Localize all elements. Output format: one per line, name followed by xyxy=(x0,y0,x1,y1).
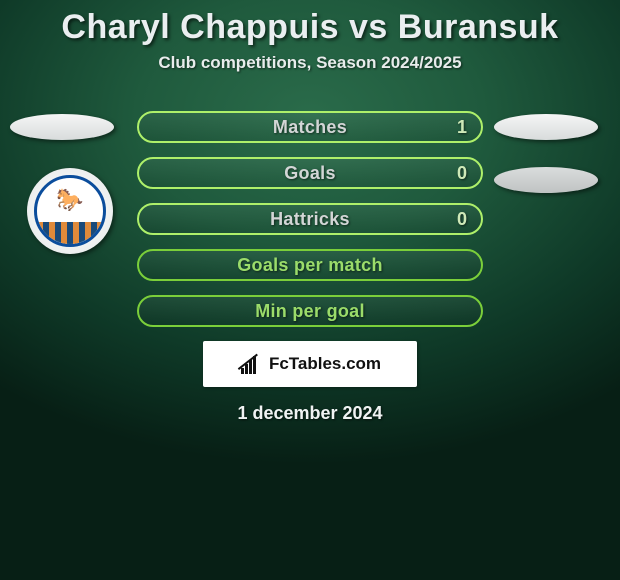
stat-label: Min per goal xyxy=(255,301,365,322)
player-right-badge-1 xyxy=(494,114,598,140)
stat-row: Matches 1 xyxy=(137,111,483,143)
player-right-badge-2 xyxy=(494,167,598,193)
stat-value: 0 xyxy=(457,209,467,230)
stat-value: 0 xyxy=(457,163,467,184)
club-logo-glyph: 🐎 xyxy=(37,178,103,222)
root-container: Charyl Chappuis vs Buransuk Club competi… xyxy=(0,0,620,580)
club-logo-inner: 🐎 xyxy=(34,175,106,247)
page-title: Charyl Chappuis vs Buransuk xyxy=(0,8,620,47)
club-logo: 🐎 xyxy=(27,168,113,254)
stat-label: Matches xyxy=(273,117,347,138)
footer-date: 1 december 2024 xyxy=(0,403,620,424)
branding-mark-icon xyxy=(239,354,263,374)
stat-row: Goals 0 xyxy=(137,157,483,189)
branding-text: FcTables.com xyxy=(269,354,381,374)
club-logo-stripes xyxy=(37,222,103,244)
player-left-badge xyxy=(10,114,114,140)
stat-row: Min per goal xyxy=(137,295,483,327)
page-subtitle: Club competitions, Season 2024/2025 xyxy=(0,53,620,73)
stat-label: Hattricks xyxy=(270,209,350,230)
stat-value: 1 xyxy=(457,117,467,138)
stat-label: Goals per match xyxy=(237,255,383,276)
stat-rows: Matches 1 Goals 0 Hattricks 0 Goals per match M… xyxy=(137,111,483,327)
comparison-area: 🐎 Matches 1 Goals 0 Hattricks 0 Goals per matc… xyxy=(0,111,620,424)
stat-row: Hattricks 0 xyxy=(137,203,483,235)
branding-box: FcTables.com xyxy=(203,341,417,387)
stat-row: Goals per match xyxy=(137,249,483,281)
stat-label: Goals xyxy=(284,163,336,184)
